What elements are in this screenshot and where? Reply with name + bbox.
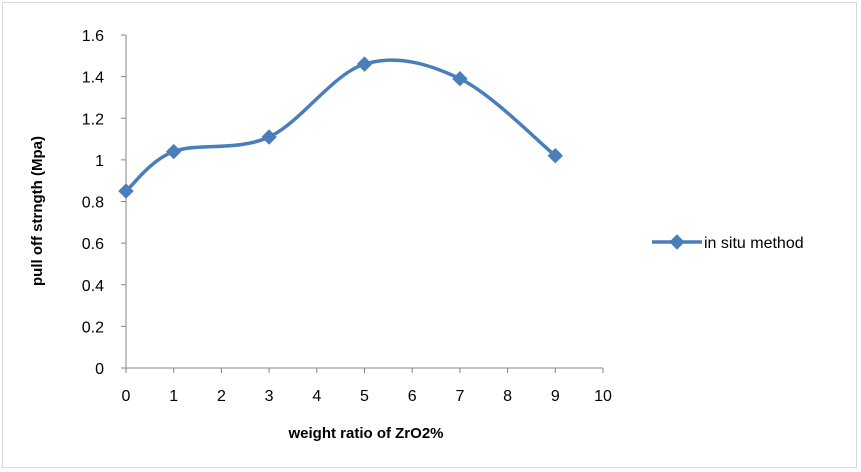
data-point-marker [547, 148, 564, 164]
x-tick-label: 3 [265, 388, 274, 405]
y-tick-label: 0.6 [82, 236, 104, 253]
data-point-marker [165, 143, 182, 160]
y-tick-label: 0 [95, 361, 104, 378]
y-tick-label: 0.8 [82, 195, 104, 212]
x-tick-label: 10 [594, 388, 612, 405]
y-tick-label: 0.2 [82, 319, 104, 336]
data-point-marker [118, 183, 134, 199]
x-tick-label: 5 [360, 388, 369, 405]
x-tick-label: 9 [551, 388, 560, 405]
x-tick-label: 6 [408, 388, 417, 405]
series-group [118, 56, 564, 199]
x-tick-label: 7 [455, 388, 464, 405]
data-point-marker [356, 56, 373, 72]
x-axis-title: weight ratio of ZrO2% [287, 425, 443, 442]
x-tick-label: 4 [312, 388, 321, 405]
data-point-marker [452, 70, 468, 87]
y-tick-label: 1.6 [82, 28, 104, 45]
y-tick-label: 1 [95, 153, 104, 170]
y-tick-label: 1.4 [82, 70, 104, 87]
x-tick-label: 0 [122, 388, 131, 405]
x-tick-labels: 0 1 2 3 4 5 6 7 8 9 10 [122, 388, 612, 405]
axes [121, 34, 604, 373]
legend-diamond-marker [669, 234, 685, 250]
data-point-marker [261, 129, 277, 145]
y-tick-label: 1.2 [82, 111, 104, 128]
series-line [124, 58, 557, 193]
x-tick-label: 8 [503, 388, 512, 405]
y-tick-label: 0.4 [82, 278, 104, 295]
y-axis-title: pull off strngth (Mpa) [29, 136, 46, 286]
y-tick-labels: 0 0.2 0.4 0.6 0.8 1 1.2 1.4 1.6 [82, 28, 104, 378]
x-tick-label: 1 [169, 388, 178, 405]
x-tick-label: 2 [217, 388, 226, 405]
legend: in situ method [652, 234, 804, 252]
legend-label: in situ method [704, 235, 804, 252]
